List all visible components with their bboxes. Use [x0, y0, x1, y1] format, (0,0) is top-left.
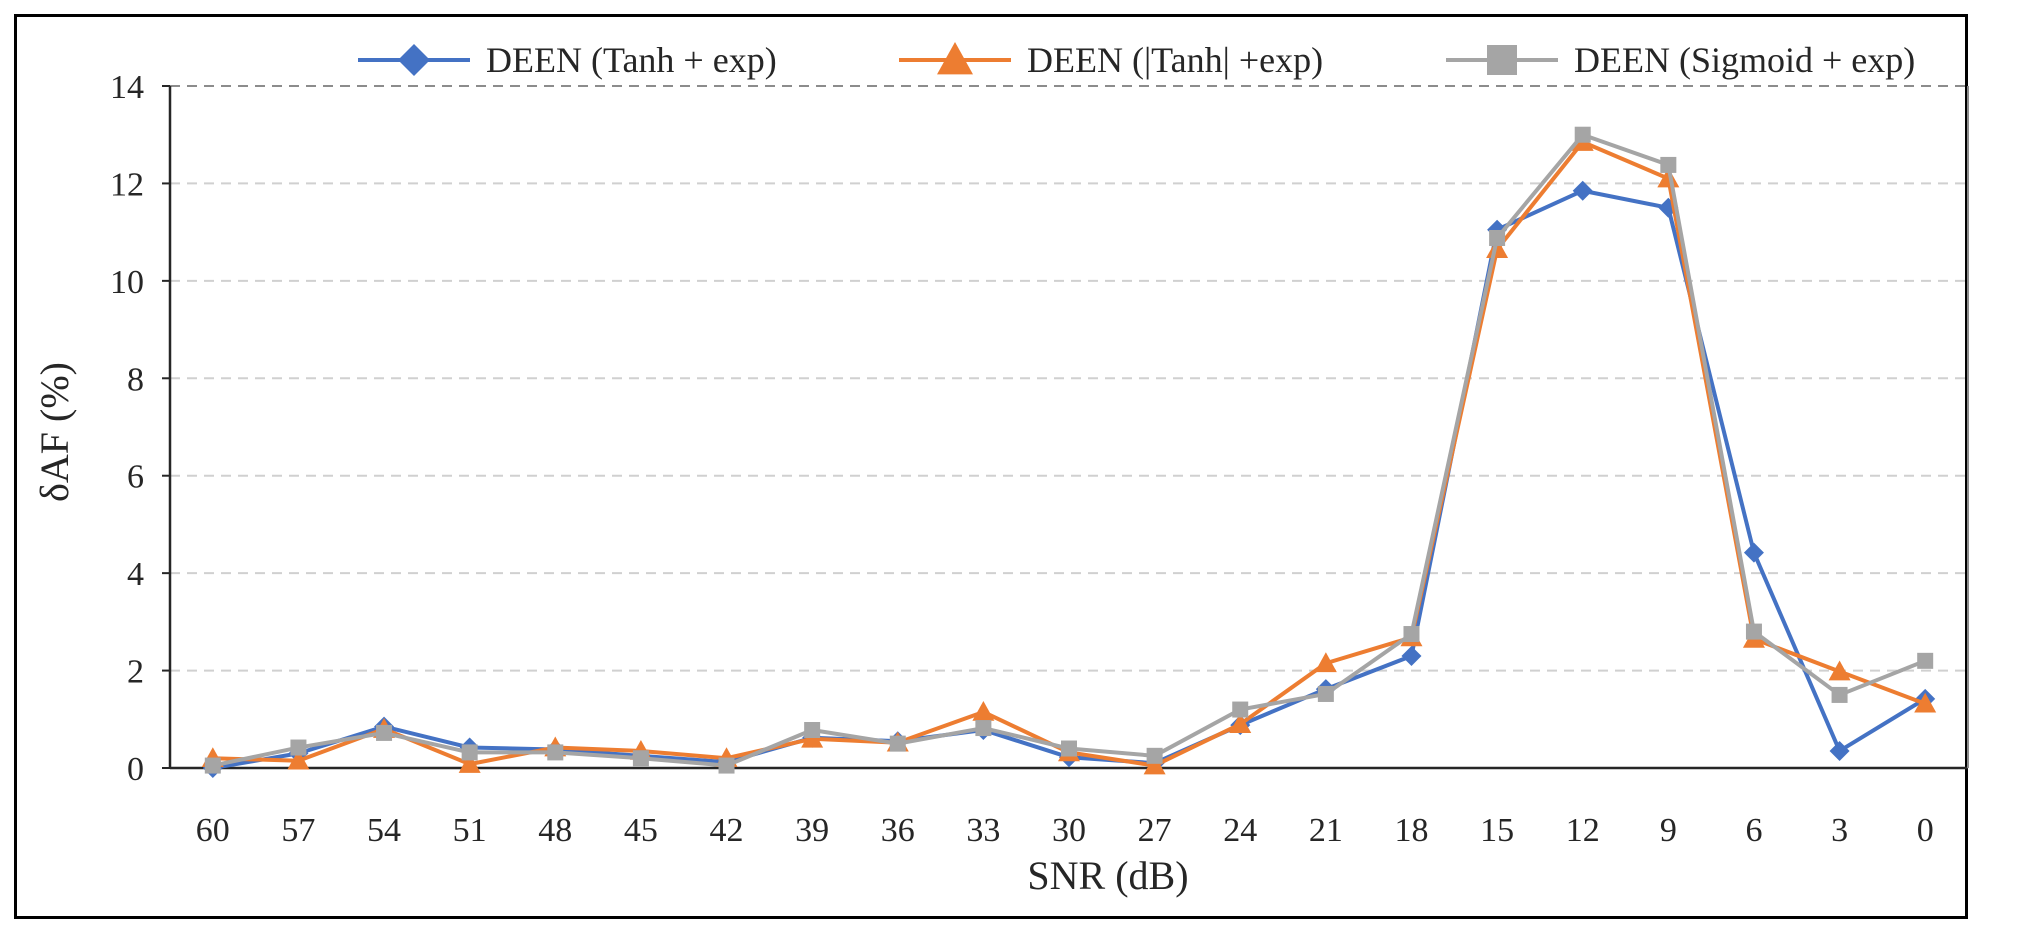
y-tick-labels: 0 2 4 6 8 10 12 14	[110, 69, 170, 788]
data-point	[1917, 652, 1934, 669]
data-point	[1489, 229, 1506, 246]
data-point	[1146, 747, 1163, 764]
data-point	[1829, 740, 1850, 761]
data-point	[1314, 652, 1337, 673]
x-tick-label: 42	[710, 812, 744, 849]
data-point	[1317, 685, 1334, 702]
data-point	[1486, 238, 1509, 258]
data-point	[1572, 180, 1593, 201]
data-point	[376, 724, 393, 741]
x-tick-label: 15	[1480, 812, 1514, 849]
data-point	[975, 720, 992, 737]
data-point	[1914, 692, 1937, 713]
y-tick-label: 12	[110, 166, 144, 203]
x-axis-title: SNR (dB)	[1027, 853, 1188, 898]
gridlines	[170, 85, 1968, 672]
y-axis-title: δAF (%)	[32, 362, 77, 502]
legend-marker	[1487, 45, 1517, 75]
data-point	[1831, 686, 1848, 703]
x-tick-label: 24	[1223, 812, 1257, 849]
data-point	[547, 744, 564, 761]
x-tick-label: 18	[1394, 812, 1428, 849]
data-point	[1403, 626, 1420, 643]
x-tick-label: 60	[196, 812, 230, 849]
legend-marker	[398, 44, 430, 76]
legend-entry-1: DEEN (Tanh + exp)	[358, 40, 777, 80]
series-line	[212, 140, 1926, 768]
x-tick-labels: 60 57 54 51 48 45 42 39 36 33 30 27 24 21 18 15 12 9 6 3 0	[196, 812, 1934, 849]
legend: DEEN (Tanh + exp) DEEN (|Tanh| +exp) DEEN …	[358, 40, 1915, 80]
data-point	[1743, 542, 1764, 563]
x-tick-label: 48	[538, 812, 572, 849]
data-point	[1574, 126, 1591, 143]
data-point	[889, 735, 906, 752]
x-tick-label: 21	[1309, 812, 1343, 849]
y-tick-label: 4	[127, 556, 144, 593]
data-point	[290, 739, 307, 756]
series-3	[204, 126, 1934, 774]
x-tick-label: 36	[881, 812, 915, 849]
data-point	[1232, 701, 1249, 718]
data-point	[1061, 740, 1077, 757]
y-tick-label: 10	[110, 264, 144, 301]
legend-entry-2: DEEN (|Tanh| +exp)	[899, 40, 1323, 80]
x-tick-label: 9	[1660, 812, 1677, 849]
data-point	[1401, 645, 1422, 666]
y-tick-label: 0	[127, 751, 144, 788]
x-tick-label: 3	[1831, 812, 1848, 849]
series-layer	[201, 126, 1937, 778]
legend-label: DEEN (Tanh + exp)	[486, 40, 777, 80]
y-tick-label: 2	[127, 654, 144, 691]
data-point	[287, 749, 310, 770]
data-point	[804, 722, 821, 739]
x-tick-label: 30	[1052, 812, 1086, 849]
series-2	[201, 131, 1937, 775]
axes	[168, 86, 1969, 770]
x-tick-label: 57	[281, 812, 315, 849]
legend-label: DEEN (Sigmoid + exp)	[1574, 40, 1915, 80]
data-point	[1657, 167, 1680, 188]
data-point	[1828, 660, 1851, 681]
data-point	[632, 750, 649, 767]
y-tick-label: 14	[110, 69, 144, 106]
series-1	[202, 180, 1936, 778]
x-tick-label: 27	[1138, 812, 1172, 849]
y-tick-label: 8	[127, 361, 144, 398]
data-point	[1745, 623, 1762, 640]
y-tick-label: 6	[127, 459, 144, 496]
data-point	[204, 757, 221, 774]
x-tick-label: 39	[795, 812, 829, 849]
legend-marker	[937, 42, 973, 75]
data-point	[718, 757, 735, 774]
data-point	[1143, 754, 1166, 775]
x-tick-label: 33	[966, 812, 1000, 849]
series-line	[212, 188, 1927, 770]
legend-entry-3: DEEN (Sigmoid + exp)	[1446, 40, 1915, 80]
x-tick-label: 12	[1566, 812, 1600, 849]
legend-label: DEEN (|Tanh| +exp)	[1027, 40, 1323, 80]
x-tick-label: 0	[1917, 812, 1934, 849]
x-tick-label: 54	[367, 812, 401, 849]
data-point	[1229, 713, 1252, 733]
x-tick-label: 45	[624, 812, 658, 849]
x-tick-label: 6	[1745, 812, 1762, 849]
data-point	[972, 700, 995, 721]
data-point	[461, 744, 478, 761]
data-point	[1660, 156, 1677, 173]
data-point	[458, 753, 481, 773]
x-tick-label: 51	[453, 812, 487, 849]
